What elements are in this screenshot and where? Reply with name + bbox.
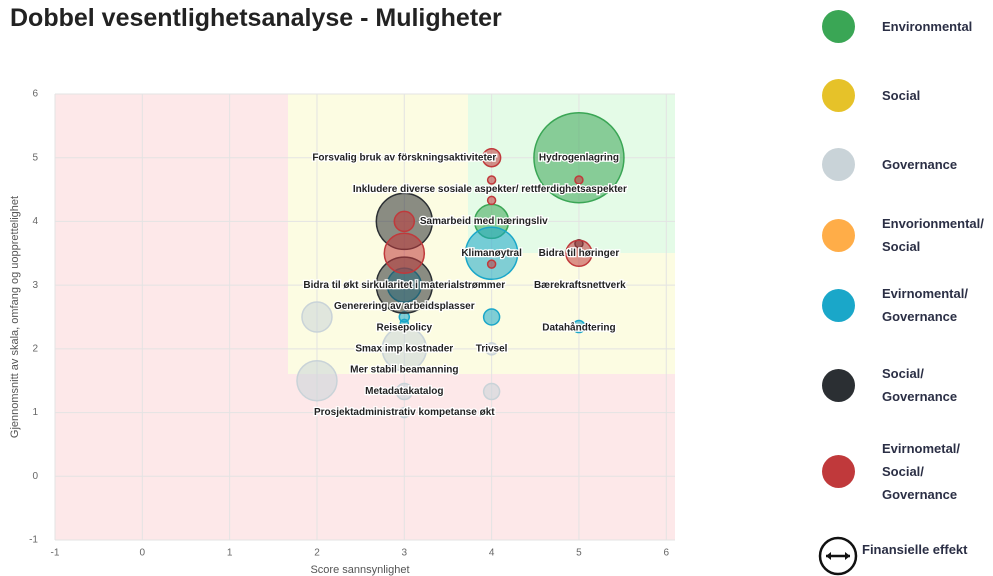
legend-label: Evirnomental/ Governance [882, 286, 968, 324]
legend-item: Governance [822, 148, 993, 181]
bubble [482, 308, 501, 326]
legend-swatch [822, 368, 855, 402]
bubble [572, 319, 586, 334]
legend-label: Envorionmental/ Social [882, 216, 984, 254]
legend-swatch [822, 455, 855, 488]
legend-item: Social [822, 79, 993, 112]
bubble-label: Datahåndtering [542, 321, 615, 333]
legend-label: Social/ Governance [882, 366, 958, 404]
bubble-label: Mer stabil beamanning [350, 365, 458, 376]
legend-swatch [822, 148, 855, 181]
y-axis-label: Gjennomsnitt av skala, omfang og uoppret… [9, 196, 21, 438]
x-axis-label: Score sannsynlighet [310, 564, 409, 576]
bubble-label: Bidra til økt sirkularitet i materialstr… [303, 280, 505, 291]
x-tick-label: 0 [140, 548, 146, 559]
bubble [398, 406, 411, 419]
bubble-label: Smax imp kostnader [355, 343, 453, 354]
bubble [533, 111, 625, 204]
bubble-label: Inkludere diverse sosiale aspekter/ rett… [353, 184, 627, 195]
y-tick-label: 6 [32, 89, 38, 100]
bubble-label: Klimanøytral [461, 248, 522, 259]
legend-item: Evirnomental/ Governance [822, 282, 993, 328]
legend-item: Envorionmental/ Social [822, 212, 993, 258]
bubble [464, 226, 519, 281]
bubble-label: Prosjektadministrativ kompetanse økt [314, 407, 495, 418]
legend-swatch [822, 79, 855, 112]
bubble-label: Forsvalig bruk av förskningsaktiviteter [312, 152, 496, 163]
bubble [486, 195, 497, 206]
bubble [296, 359, 338, 402]
chart: -1 0 1 2 3 4 5 6 -1 0 1 2 3 4 5 6 Forsvalig bruk av för… [9, 89, 675, 576]
bubble [301, 301, 333, 333]
bubble [482, 382, 501, 401]
bubble [399, 318, 410, 329]
y-tick-label: 2 [32, 343, 38, 354]
legend-label: Evirnometal/ Social/ Governance [882, 441, 961, 502]
y-tick-label: 0 [32, 471, 38, 482]
legend-item: Finansielle effekt [818, 536, 967, 576]
bubble [486, 259, 497, 269]
legend-label: Environmental [882, 19, 973, 34]
legend-item: Social/ Governance [822, 362, 993, 408]
bubble [574, 175, 584, 185]
x-tick-label: 5 [576, 548, 582, 559]
legend-item: Environmental [822, 10, 993, 43]
bubble-label: Reisepolicy [376, 322, 432, 333]
bubble [484, 342, 499, 356]
bubble [565, 239, 593, 268]
legend-label: Finansielle effekt [862, 541, 968, 557]
legend-item: Evirnometal/ Social/ Governance [822, 437, 993, 506]
financial-icon [818, 536, 858, 576]
legend-label: Social [882, 88, 921, 103]
legend-swatch [822, 218, 855, 252]
bubble [481, 147, 502, 168]
y-tick-label: 1 [32, 407, 38, 418]
bubble-label: Generering av arbeidsplasser [334, 301, 475, 312]
bubble-label: Bærekraftsnettverk [534, 280, 626, 291]
y-tick-label: -1 [29, 535, 38, 546]
bubble [383, 232, 426, 275]
legend-label: Governance [882, 157, 958, 172]
legend: Environmental Social Governance Envorionmen… [818, 0, 993, 576]
y-tick-label: 4 [32, 216, 38, 227]
bubble-label: Metadatakatalog [365, 386, 443, 397]
x-tick-label: 4 [489, 548, 495, 559]
bubble-label: Hydrogenlagring [539, 152, 619, 163]
bubble-label: Trivsel [476, 343, 508, 354]
x-tick-label: 2 [314, 548, 320, 559]
legend-swatch [822, 10, 855, 43]
bubble-label: Samarbeid med næringsliv [420, 216, 548, 227]
legend-swatch [822, 288, 855, 322]
x-tick-label: 1 [227, 548, 233, 559]
bubble [393, 210, 416, 233]
chart-title: Dobbel vesentlighetsanalyse - Muligheter [10, 4, 502, 32]
bubble-label: Bidra til høringer [539, 248, 620, 259]
bubble [395, 382, 414, 401]
y-tick-label: 5 [32, 152, 38, 163]
x-tick-label: 3 [402, 548, 408, 559]
y-tick-label: 3 [32, 280, 38, 291]
x-tick-label: 6 [663, 548, 669, 559]
bubble [486, 175, 497, 185]
x-tick-label: -1 [51, 548, 60, 559]
